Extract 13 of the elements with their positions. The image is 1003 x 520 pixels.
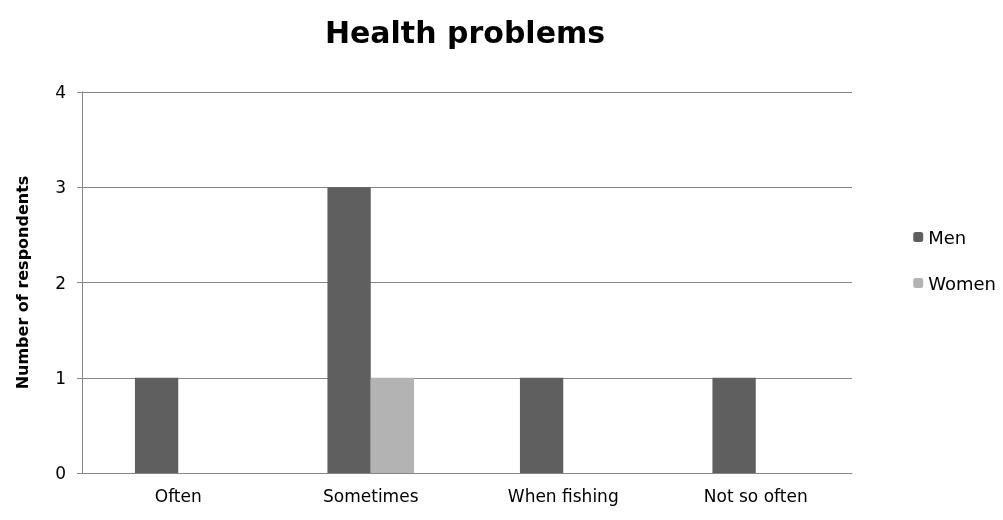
- x-tick-label: When fishing: [507, 485, 619, 506]
- y-tick-label: 2: [55, 272, 66, 293]
- y-tick-label: 3: [55, 177, 66, 198]
- y-tick-label: 4: [55, 82, 66, 102]
- legend-label: Women: [928, 272, 997, 294]
- x-tick-label: Often: [154, 485, 202, 506]
- x-tick-label: Sometimes: [323, 485, 419, 506]
- y-tick-label: 1: [55, 367, 66, 388]
- legend-label: Men: [928, 226, 967, 248]
- y-tick-label: 0: [55, 463, 66, 483]
- y-axis-title: Number of respondents: [12, 175, 32, 390]
- chart-title: Health problems: [324, 14, 606, 50]
- x-tick-label: Not so often: [703, 485, 808, 506]
